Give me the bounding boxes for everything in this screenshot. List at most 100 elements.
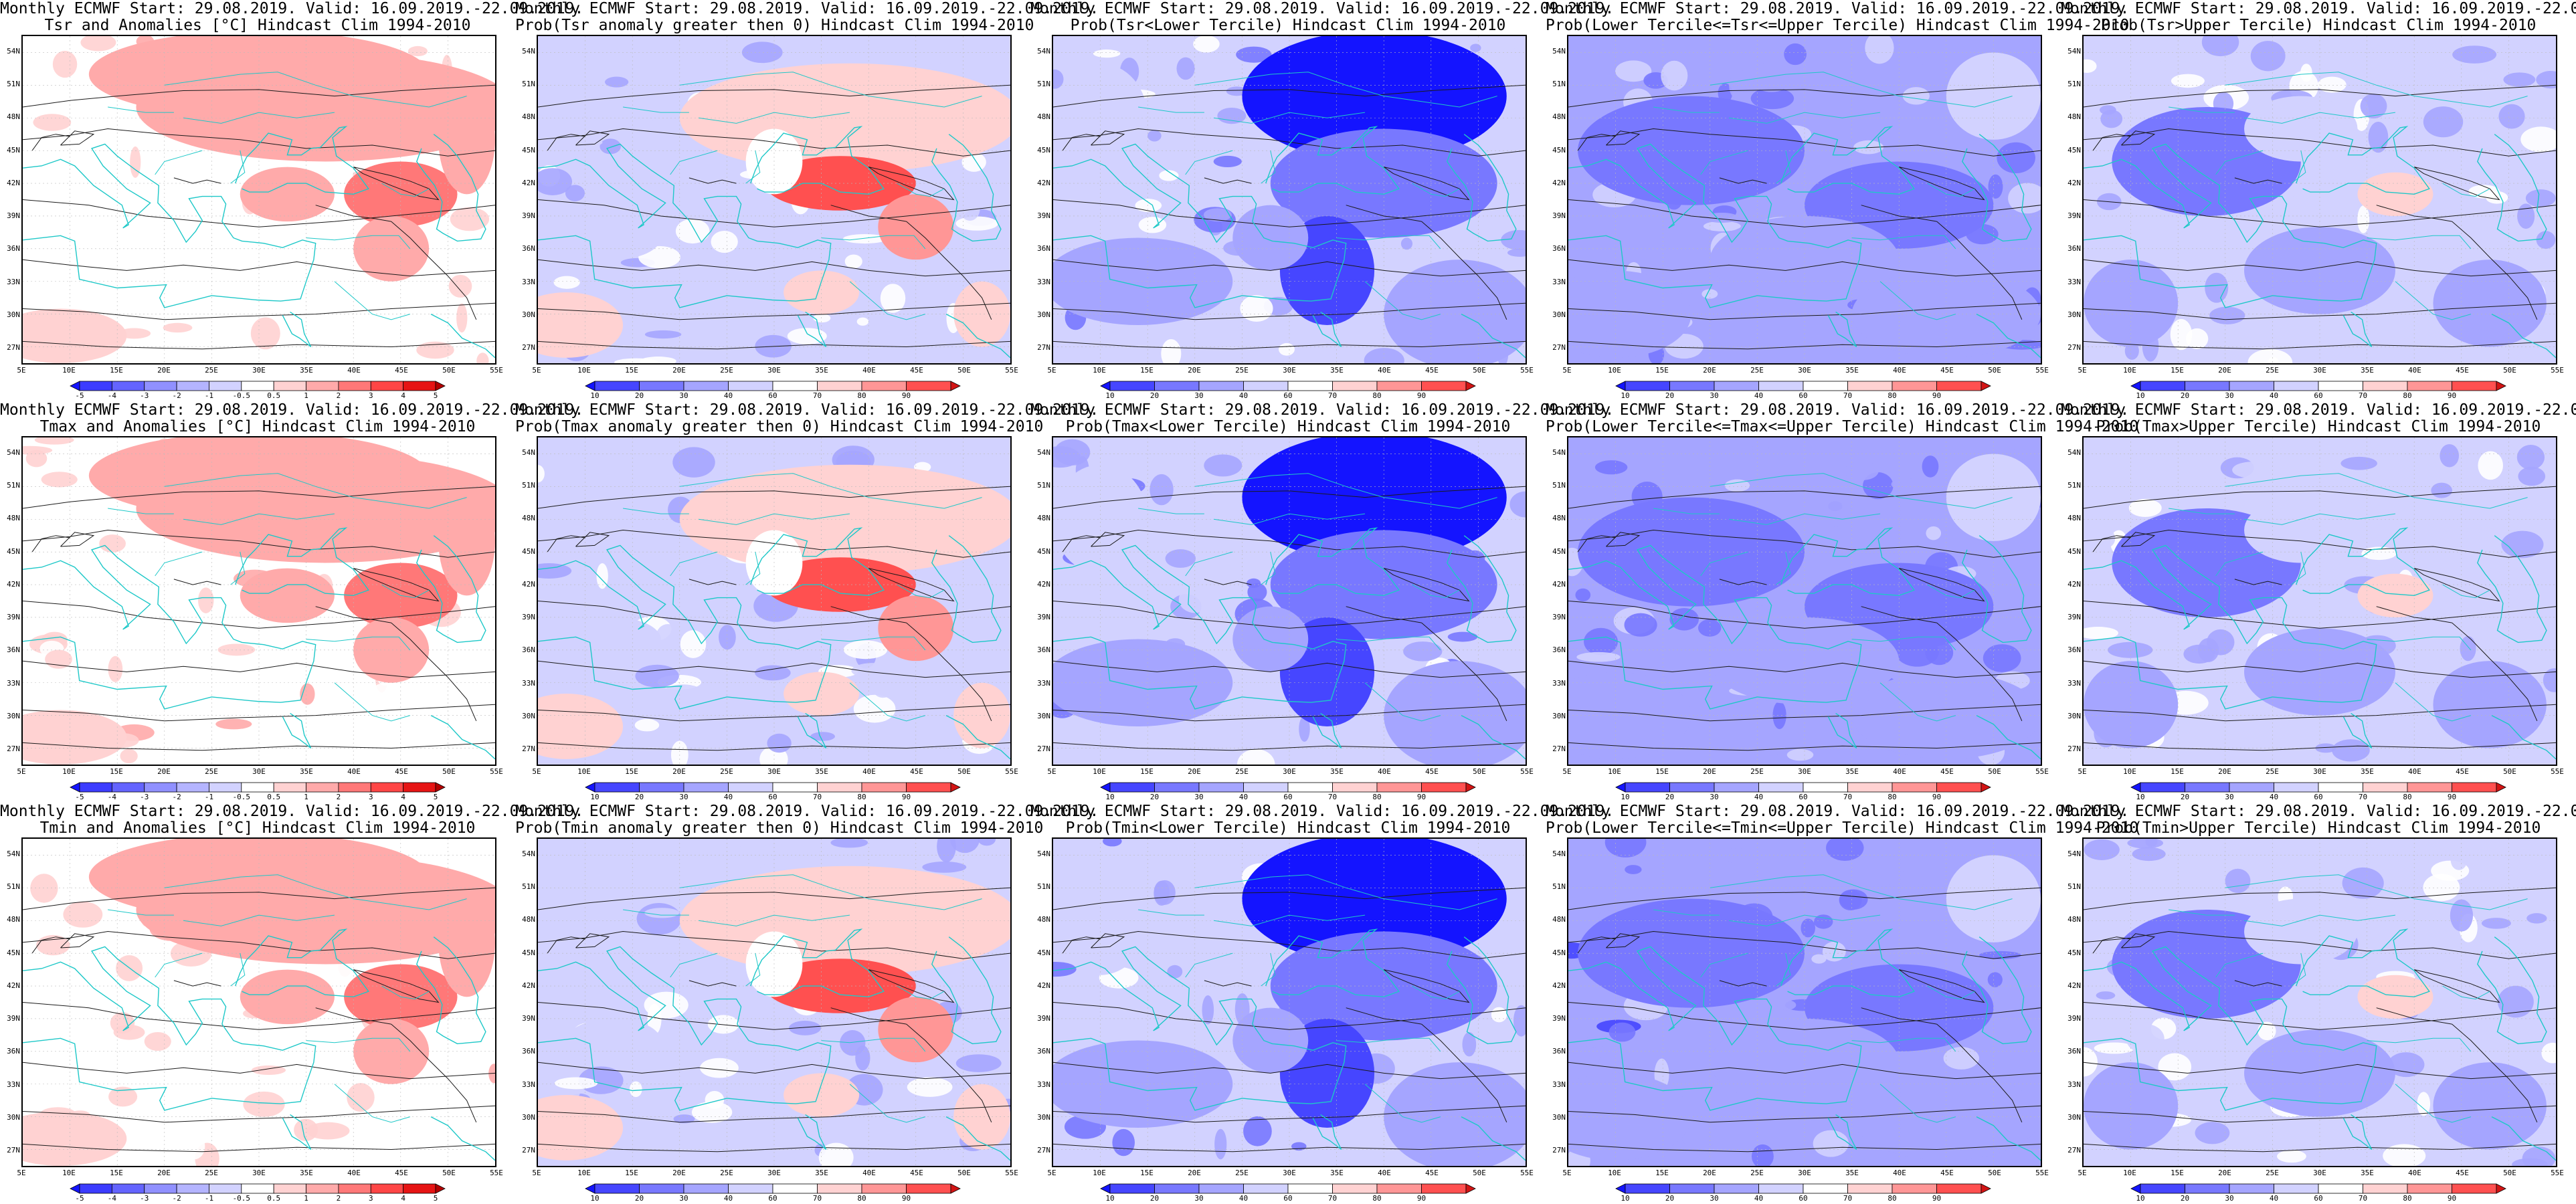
coastline [416,535,486,643]
x-tick-label: 55E [490,366,503,375]
y-tick-label: 51N [1552,480,1566,490]
field-speckle [424,1066,446,1080]
field-speckle [1299,716,1310,742]
field-speckle [306,1122,350,1140]
colorbar-label: 20 [1665,793,1675,801]
colorbar-extend-high [1465,782,1476,793]
colorbar-label: 60 [1283,1194,1293,1203]
x-tick-label: 40E [347,767,361,776]
country-border [381,584,430,599]
x-tick-label: 20E [2218,767,2231,776]
isotherm-contour [391,221,477,320]
country-border [623,106,689,113]
field-region [538,292,624,358]
isotherm-contour [1568,1002,2041,1030]
field-region [1578,898,1805,1008]
colorbar-extend-low [2130,782,2141,793]
y-tick-label: 48N [1552,112,1566,122]
x-tick-label: 30E [1283,767,1296,776]
x-tick-label: 40E [2408,767,2421,776]
field-speckle [856,317,869,326]
coastline [945,1116,1010,1161]
y-tick-label: 33N [1037,1080,1050,1089]
y-tick-label: 36N [1552,645,1566,655]
colorbar-label: 90 [2447,1194,2457,1203]
colorbar-label: 90 [901,1194,911,1203]
country-border [230,952,246,987]
field-speckle [476,353,489,363]
coastline [931,535,1002,643]
colorbar: 10 20 30 40 60 70 80 90 [1064,1183,1512,1203]
colorbar-segment [241,1183,274,1194]
field-speckle [25,449,48,468]
field-region [1578,96,1805,205]
x-tick-label: 30E [1283,1169,1296,1177]
x-tick-label: 50E [442,1169,456,1177]
field-speckle [310,287,323,305]
field-speckle [34,437,74,445]
field-speckle [54,84,98,114]
coastline [797,712,827,749]
isotherm-contour [1053,601,1526,629]
colorbar-segment [1376,381,1422,391]
coastline [1976,1116,2041,1161]
colorbar-segment [2274,782,2319,793]
colorbar-segment [2318,782,2363,793]
field-speckle [1752,605,1773,625]
colorbar-label: 90 [2447,391,2457,400]
coastline [2491,1116,2556,1161]
coastline [1827,1114,1857,1150]
colorbar-segment [2407,1183,2452,1194]
x-tick-label: 15E [625,1169,638,1177]
country-border [1851,1037,1956,1052]
x-tick-label: 5E [532,366,541,375]
country-border [1776,150,1791,184]
country-border [849,1084,926,1123]
panel-subtitle: Prob(Tsr>Upper Tercile) Hindcast Clim 19… [2100,17,2537,34]
y-tick-label: 39N [2067,613,2081,622]
y-tick-label: 54N [522,447,535,457]
colorbar-segment [1758,782,1804,793]
field-speckle [2498,104,2525,129]
isotherm-contour [1053,930,1526,959]
field-speckle [118,940,164,956]
y-tick-label: 30N [522,712,535,721]
isotherm-contour [60,532,95,547]
isotherm-contour [1568,340,2041,350]
country-border [2243,513,2396,525]
x-tick-label: 50E [2503,366,2516,375]
field-speckle [1988,174,2003,199]
isotherm-contour [1204,980,1252,987]
coastline [282,1114,312,1150]
isotherm-contour [2084,259,2556,277]
isotherm-contour [1719,579,1767,585]
x-tick-label: 5E [532,1169,541,1177]
field-speckle [1604,839,1647,858]
field-speckle [1813,914,1833,929]
y-tick-label: 45N [1552,145,1566,155]
field-speckle [1202,995,1214,1025]
field-speckle [2536,71,2556,89]
isotherm-contour [353,969,440,1003]
field-speckle [1736,52,1767,66]
field-speckle [741,41,783,64]
panel-subtitle: Tmin and Anomalies [°C] Hindcast Clim 19… [39,819,476,837]
x-tick-label: 50E [1473,767,1486,776]
coastline [1265,126,1400,195]
colorbar-extend-low [585,782,595,793]
field-speckle [2126,1023,2165,1054]
country-border [1194,473,1497,509]
isotherm-contour [315,205,391,222]
country-border [1776,551,1791,585]
isotherm-contour [1091,933,1125,948]
isotherm-contour [2084,1002,2556,1030]
colorbar-label: 80 [857,1194,866,1203]
isotherm-contour [1606,130,1641,146]
map-svg [538,36,1010,363]
x-tick-label: 45E [395,767,408,776]
colorbar-segment [273,782,306,793]
x-tick-label: 5E [1047,1169,1056,1177]
country-border [108,508,174,514]
isotherm-contour [1346,1007,1422,1025]
map-area [21,837,496,1167]
